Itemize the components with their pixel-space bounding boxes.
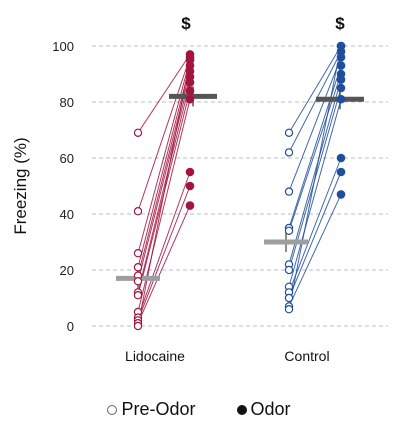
pre-odor-point bbox=[133, 128, 143, 137]
x-category-label: Lidocaine bbox=[125, 348, 185, 364]
pre-odor-point bbox=[133, 263, 143, 272]
y-tick-label: 60 bbox=[60, 151, 74, 166]
y-tick-label: 80 bbox=[60, 95, 74, 110]
subject-line bbox=[288, 171, 342, 299]
subject-line bbox=[137, 205, 191, 324]
odor-point bbox=[336, 41, 346, 51]
odor-point bbox=[185, 78, 195, 87]
pre-odor-point bbox=[284, 305, 294, 314]
subject-line bbox=[288, 194, 342, 307]
odor-point bbox=[336, 153, 346, 163]
odor-point bbox=[185, 55, 195, 65]
odor-point bbox=[185, 94, 195, 104]
x-axis-categories: Lidocaine Control bbox=[125, 348, 330, 364]
y-tick-label: 40 bbox=[60, 207, 74, 222]
y-tick-label: 20 bbox=[60, 263, 74, 278]
y-axis-label: Freezing (%) bbox=[11, 137, 30, 234]
filled-circle-icon bbox=[236, 405, 247, 415]
pre-odor-point bbox=[284, 265, 294, 275]
group-lidocaine: $ bbox=[116, 14, 217, 331]
legend-item-pre-odor: Pre-Odor bbox=[107, 399, 195, 420]
odor-point bbox=[336, 190, 346, 199]
significance-marker: $ bbox=[335, 14, 345, 33]
subject-line bbox=[137, 185, 191, 321]
y-axis: 0 20 40 60 80 100 bbox=[52, 39, 74, 334]
odor-point bbox=[185, 86, 195, 96]
odor-point bbox=[185, 201, 195, 210]
pre-odor-point bbox=[284, 187, 294, 196]
subject-line bbox=[288, 65, 342, 229]
odor-point bbox=[185, 181, 195, 191]
subject-line bbox=[288, 157, 342, 293]
y-tick-label: 100 bbox=[52, 39, 74, 54]
pre-odor-point bbox=[284, 128, 294, 137]
subject-line bbox=[137, 54, 191, 134]
subject-line bbox=[137, 57, 191, 212]
pre-odor-point bbox=[284, 148, 294, 157]
odor-point bbox=[336, 61, 346, 70]
subject-line bbox=[137, 65, 191, 268]
legend-item-odor: Odor bbox=[236, 398, 291, 420]
odor-point bbox=[336, 83, 346, 93]
pre-odor-point bbox=[133, 206, 143, 216]
open-circle-icon bbox=[107, 405, 118, 415]
y-tick-label: 0 bbox=[67, 319, 74, 334]
subject-line bbox=[288, 45, 342, 310]
pre-odor-point bbox=[133, 321, 143, 331]
odor-point bbox=[336, 52, 346, 62]
odor-point bbox=[336, 167, 346, 177]
subject-line bbox=[137, 59, 191, 254]
group-control: $ bbox=[264, 14, 364, 314]
subject-line bbox=[137, 76, 191, 282]
x-category-label: Control bbox=[284, 348, 329, 364]
subject-line bbox=[137, 171, 191, 318]
odor-point bbox=[336, 94, 346, 104]
subject-line bbox=[288, 51, 342, 153]
pre-odor-point bbox=[133, 291, 143, 300]
legend-label-odor: Odor bbox=[250, 398, 291, 419]
legend-label-pre-odor: Pre-Odor bbox=[121, 398, 196, 419]
subject-line bbox=[288, 45, 342, 134]
odor-point bbox=[336, 75, 346, 84]
pre-odor-point bbox=[133, 248, 143, 258]
subject-line bbox=[288, 99, 342, 287]
significance-marker: $ bbox=[181, 14, 191, 33]
pre-odor-point bbox=[133, 277, 143, 286]
subject-line bbox=[137, 59, 191, 327]
odor-point bbox=[185, 167, 195, 177]
subject-line bbox=[288, 57, 342, 192]
pre-odor-point bbox=[284, 293, 294, 303]
pre-odor-point bbox=[284, 226, 294, 235]
legend: Pre-Odor Odor bbox=[0, 398, 398, 420]
subject-line bbox=[288, 79, 342, 265]
subject-line bbox=[137, 82, 191, 293]
data-series: $ $ bbox=[116, 14, 364, 331]
